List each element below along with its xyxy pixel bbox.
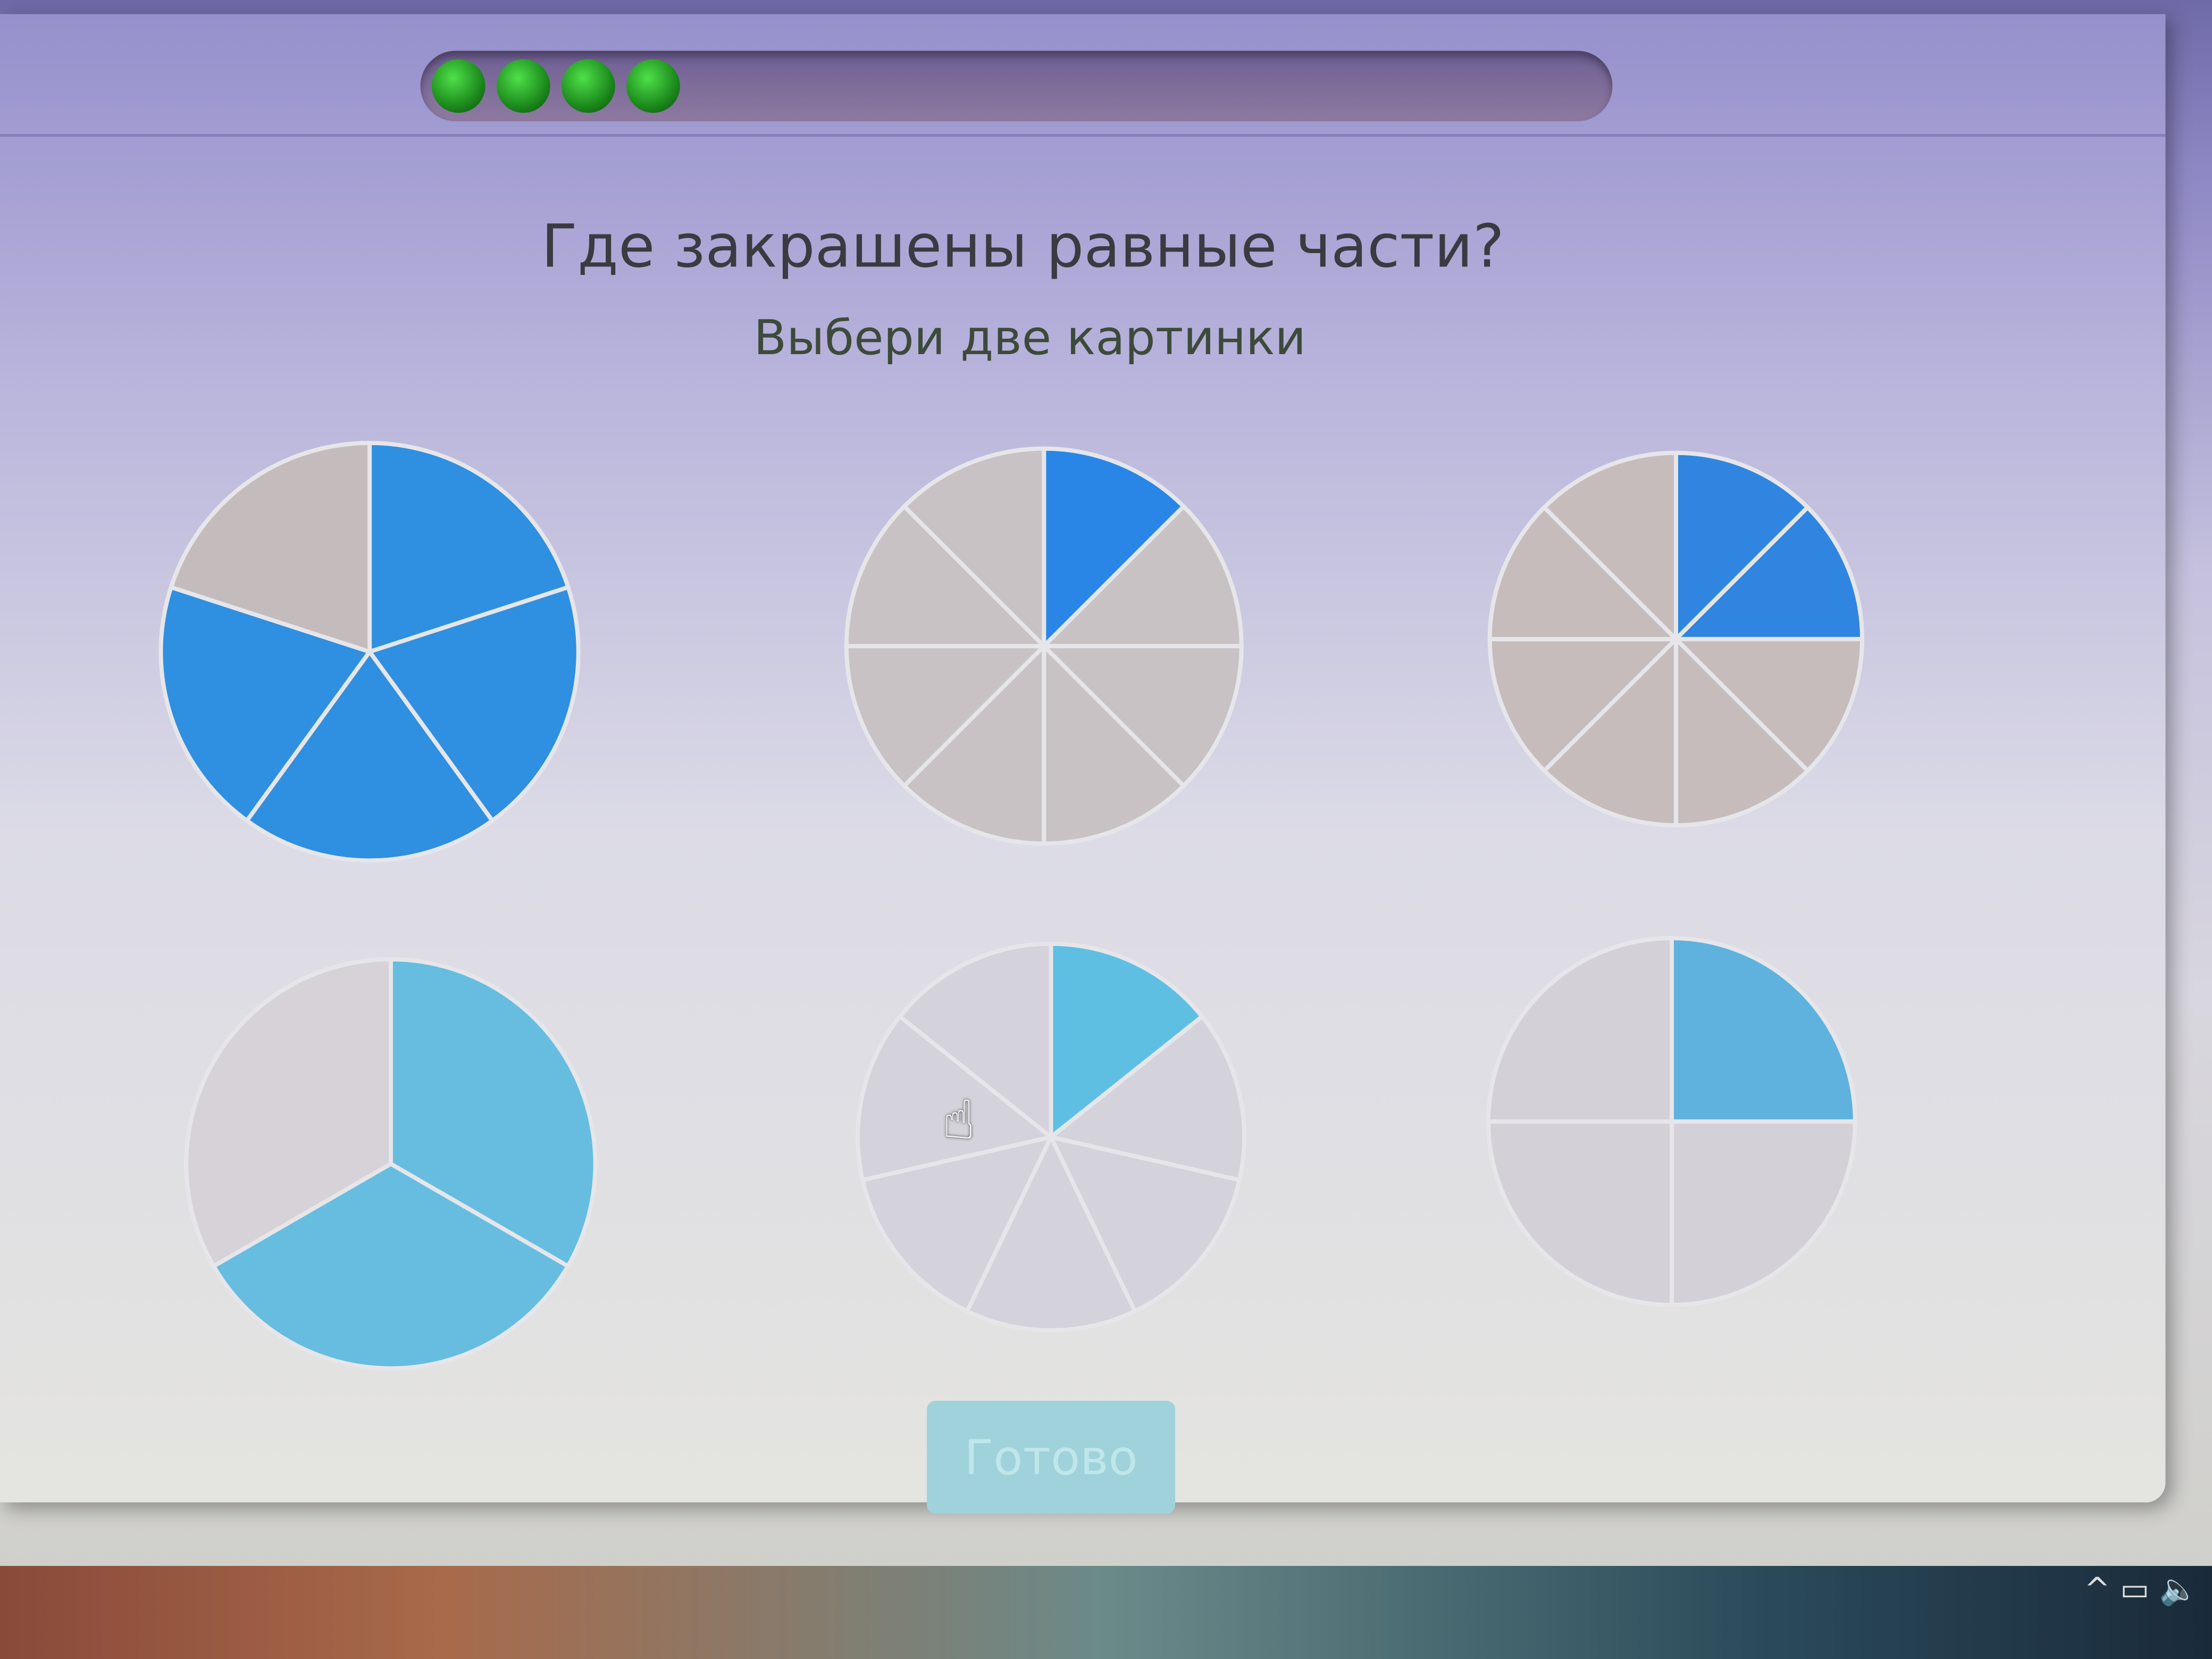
hand-pointer-icon: ☝ [942, 1089, 975, 1151]
progress-dot-complete [561, 59, 615, 113]
pie-slice-shaded[interactable] [388, 957, 598, 1269]
header [0, 14, 2166, 137]
pie-slice-empty[interactable] [1487, 636, 1681, 774]
pie-slice-shaded[interactable] [367, 441, 571, 655]
pie-slice-shaded[interactable] [366, 584, 581, 824]
pie-slice-shaded[interactable] [1049, 941, 1205, 1142]
pie-slice-empty[interactable] [901, 641, 1046, 846]
progress-dot-complete [431, 59, 485, 113]
pie-slice-empty[interactable] [860, 1134, 1055, 1314]
pie-option-2[interactable] [844, 446, 1244, 846]
pie-option-4[interactable] [184, 957, 598, 1371]
pie-slice-empty[interactable] [844, 644, 1049, 789]
pie-slice-shaded[interactable] [158, 584, 373, 824]
volume-icon[interactable]: 🔈 [2159, 1573, 2198, 1608]
network-icon[interactable]: ▭ [2120, 1573, 2150, 1608]
pie-slice-empty[interactable] [168, 441, 372, 655]
pie-slice-empty[interactable] [901, 446, 1046, 651]
pie-slice-empty[interactable] [1047, 1134, 1242, 1314]
pie-slice-empty[interactable] [1038, 644, 1244, 789]
question-subtitle: Выбери две картинки [753, 310, 1306, 367]
pie-option-5[interactable] [856, 941, 1246, 1333]
chevron-up-icon[interactable]: ^ [2084, 1573, 2110, 1608]
pie-slice-empty[interactable] [1487, 504, 1681, 641]
pie-slice-shaded[interactable] [1671, 504, 1865, 641]
pie-slice-empty[interactable] [1038, 503, 1244, 649]
progress-dot-complete [496, 59, 550, 113]
progress-bar [420, 51, 1613, 122]
pie-slice-empty[interactable] [1046, 1013, 1246, 1183]
pie-slice-empty[interactable] [1669, 1119, 1857, 1308]
pie-slice-empty[interactable] [896, 941, 1053, 1142]
pie-option-6[interactable] [1486, 936, 1857, 1308]
pie-slice-empty[interactable] [964, 1132, 1138, 1333]
pie-slice-empty[interactable] [1486, 936, 1674, 1124]
progress-dot-complete [626, 59, 680, 113]
pie-slice-shaded[interactable] [1673, 450, 1811, 644]
pie-option-3[interactable] [1487, 450, 1865, 828]
app-window: Где закрашены равные части? Выбери две к… [0, 14, 2166, 1514]
taskbar [0, 1565, 2212, 1659]
pie-slice-empty[interactable] [844, 503, 1049, 649]
pie-option-1[interactable] [158, 441, 581, 863]
pie-slice-empty[interactable] [1486, 1119, 1674, 1308]
pie-slice-empty[interactable] [1541, 634, 1678, 828]
system-tray: ^ ▭ 🔈 [2084, 1573, 2198, 1608]
pie-slice-empty[interactable] [1042, 641, 1187, 846]
done-button[interactable]: Готово [927, 1401, 1176, 1514]
pie-slice-empty[interactable] [856, 1013, 1056, 1183]
pie-slice-empty[interactable] [1673, 634, 1811, 828]
pie-slice-empty[interactable] [1541, 450, 1678, 644]
pie-slice-shaded[interactable] [244, 648, 496, 863]
question-title: Где закрашены равные части? [541, 211, 1504, 281]
pie-slice-shaded[interactable] [1669, 936, 1857, 1124]
pie-slice-empty[interactable] [1671, 636, 1865, 774]
pie-slice-shaded[interactable] [1042, 446, 1187, 651]
pie-slice-empty[interactable] [184, 957, 393, 1269]
